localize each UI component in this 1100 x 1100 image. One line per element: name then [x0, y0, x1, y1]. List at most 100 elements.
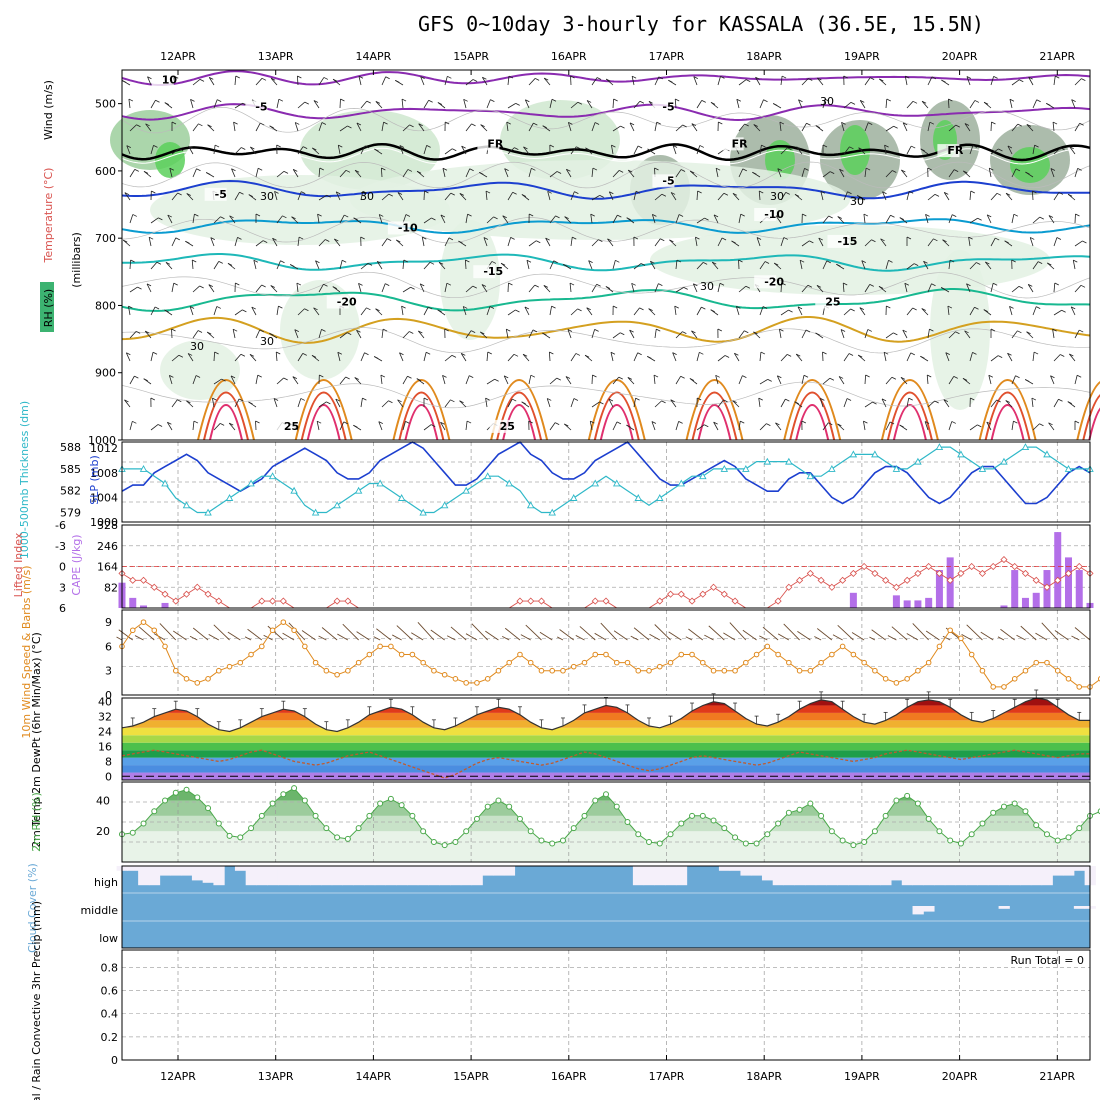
top-date-label: 12APR [160, 50, 196, 63]
surface-isotherm-loop [1082, 393, 1100, 441]
wind-barb-flag [824, 98, 830, 102]
wind-barb-flag [1073, 259, 1078, 263]
wind-barb-flag [629, 329, 634, 333]
rh2m-line-point [441, 842, 448, 849]
wind-barb [921, 308, 929, 316]
wind-barb [906, 398, 910, 408]
wind-barb [171, 283, 175, 293]
thickness-point [225, 494, 234, 501]
rh2m-line-point [1065, 834, 1072, 841]
wind-barb-flag [715, 374, 720, 378]
wind-barb [570, 237, 573, 247]
wind-barb [648, 308, 656, 316]
wind-barb [795, 353, 803, 362]
wind10-barb [912, 623, 929, 641]
wind-barb-flag [374, 148, 379, 152]
wind-barb-flag [564, 423, 569, 427]
rh2m-line-point [689, 812, 696, 819]
cloud-high-gap [987, 866, 1000, 886]
wind-barb-flag [219, 423, 225, 426]
wind-barb [255, 329, 261, 339]
wind-barb [376, 261, 383, 270]
wind10-line-point [162, 643, 168, 650]
wind-barb [864, 122, 869, 132]
wind-barb [129, 375, 135, 385]
wind-barb [444, 148, 453, 155]
wind-barb-flag [229, 422, 234, 426]
wind-barb [402, 259, 405, 270]
wind10-barb [762, 626, 779, 641]
wind-barb [192, 330, 199, 339]
wind-barb-flag [732, 192, 738, 196]
wind-barb [444, 399, 451, 408]
wind10-barb [704, 634, 714, 641]
thickness-point [505, 479, 513, 487]
wind-barb-flag [1047, 262, 1052, 266]
wind-barb-flag [134, 169, 139, 172]
wind-barb-flag [1074, 420, 1080, 424]
wind-barb-flag [953, 169, 959, 172]
wind-barb [1071, 99, 1076, 109]
wind-barb-flag [362, 397, 367, 401]
cloud-high-gap [955, 866, 967, 886]
wind-barb-flag [760, 351, 766, 355]
top-date-label: 15APR [453, 50, 489, 63]
temp2m-frame [121, 697, 1091, 781]
wind-barb-flag [375, 101, 381, 104]
wind-barb [612, 332, 621, 339]
pressure-tick-label: 500 [95, 98, 116, 111]
cape-bar [1064, 557, 1072, 608]
wind-barb-flag [1030, 237, 1035, 240]
wind-barb-flag [882, 191, 887, 195]
rh2m-line-point [516, 815, 523, 822]
wind-barb-flag [210, 237, 215, 240]
lifted-point [182, 590, 191, 598]
wind-barb-flag [481, 284, 487, 287]
lifted-point [537, 597, 546, 605]
wind-barb-flag [312, 147, 317, 151]
wind-barb-flag [912, 100, 918, 104]
wind-barb [927, 329, 930, 339]
wind-barb [820, 191, 824, 201]
wind-barb [276, 377, 284, 385]
wind-barb [129, 214, 134, 224]
wind-barb-flag [753, 331, 758, 335]
wind-barb [318, 239, 326, 247]
rh-contour-label: 30 [820, 95, 834, 108]
wind-barb-flag [510, 237, 515, 240]
wind10-barb [961, 634, 972, 641]
wind-barb [902, 329, 908, 339]
wind-barb [753, 331, 761, 339]
wind-barb [150, 424, 159, 431]
wind-barb-flag [504, 168, 509, 172]
wind-barb [759, 145, 762, 155]
rh-shade [160, 340, 240, 400]
rh2m-line-point [785, 809, 792, 816]
wind-barb-flag [962, 377, 968, 381]
wind-barb [507, 76, 510, 86]
lifted-point [677, 590, 685, 598]
wind-barb-flag [1036, 99, 1041, 103]
wind-barb-flag [395, 80, 400, 83]
isotherm-label-bg [489, 419, 512, 433]
wind-barb-flag [1009, 305, 1014, 309]
wind-barb-flag [799, 259, 805, 263]
lifted-point [860, 562, 868, 571]
cloud-high-gap [751, 866, 763, 876]
wind-barb-flag [480, 124, 485, 127]
wind-barb-flag [358, 282, 363, 286]
wind-barb-flag [575, 353, 581, 356]
wind-barb-flag [533, 122, 538, 126]
wind-barb [339, 421, 345, 431]
wind-barb-flag [991, 121, 996, 125]
wind10-barb [501, 635, 510, 641]
wind10-line-point [667, 659, 674, 666]
wind-barb [276, 260, 281, 270]
wind10-barb [887, 635, 897, 641]
wind-barb [738, 375, 743, 385]
wind-barb [1048, 422, 1055, 431]
wind-barb [465, 421, 468, 431]
wind-barb-flag [231, 168, 236, 172]
rh2m-line-point [861, 839, 868, 845]
wind-barb [460, 353, 467, 362]
